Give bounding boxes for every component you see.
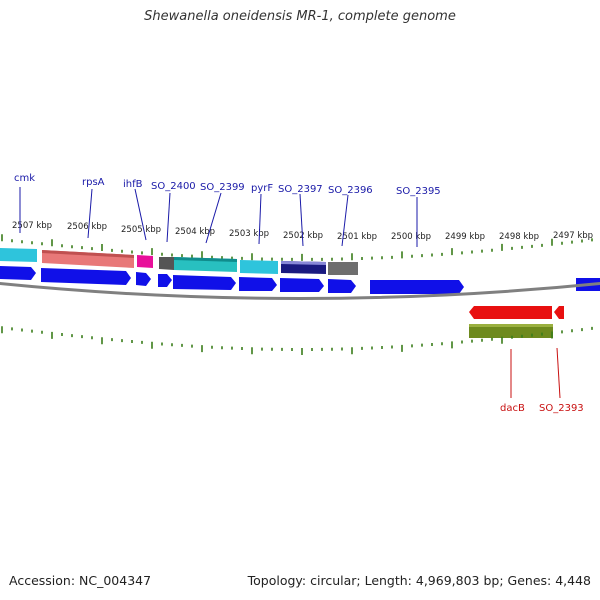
- gene-label-so2393: SO_2393: [539, 403, 584, 414]
- gene-label-so2399: SO_2399: [200, 182, 245, 193]
- forward-gene-arrow: [0, 266, 36, 280]
- reverse-gene-labels: dacB SO_2393: [500, 403, 584, 414]
- forward-gene-arrow: [41, 268, 131, 285]
- gene-label-rpsA: rpsA: [82, 177, 105, 188]
- scale-label: 2502 kbp: [283, 231, 323, 241]
- feature-track: [0, 248, 358, 275]
- forward-gene-arrow: [239, 277, 277, 291]
- label-leader: [87, 188, 93, 239]
- gene-label-cmk: cmk: [14, 173, 35, 184]
- label-leader: [258, 193, 262, 245]
- scale-label: 2504 kbp: [175, 227, 215, 237]
- feature-box: [174, 257, 237, 262]
- genome-backbone: [0, 281, 600, 300]
- gene-label-so2397: SO_2397: [278, 184, 323, 195]
- scale-label: 2497 kbp: [553, 231, 593, 241]
- forward-label-leaders: [19, 187, 418, 247]
- feature-box: [159, 257, 174, 270]
- reverse-gene-arrow: [469, 306, 552, 319]
- feature-box: [469, 324, 553, 327]
- gene-label-so2395: SO_2395: [396, 186, 441, 197]
- forward-gene-arrow: [328, 279, 356, 293]
- forward-gene-arrow: [136, 272, 151, 286]
- scale-label: 2507 kbp: [12, 221, 52, 231]
- forward-gene-arrow: [280, 278, 324, 292]
- feature-box: [281, 261, 326, 265]
- reverse-genes: [469, 306, 564, 338]
- forward-gene-arrow: [158, 274, 172, 287]
- upper-ticks: [1, 234, 593, 261]
- scale-label: 2503 kbp: [229, 229, 269, 239]
- feature-box: [137, 255, 153, 268]
- genome-summary-label: Topology: circular; Length: 4,969,803 bp…: [247, 573, 591, 588]
- forward-gene-arrow: [173, 275, 236, 290]
- label-leader: [341, 194, 349, 247]
- gene-label-so2396: SO_2396: [328, 185, 373, 196]
- gene-label-so2400: SO_2400: [151, 181, 196, 192]
- scale-label: 2505 kbp: [121, 225, 161, 235]
- forward-gene-labels: cmk rpsA ihfB SO_2400 SO_2399 pyrF SO_23…: [14, 173, 441, 197]
- feature-box: [240, 260, 278, 274]
- feature-box: [328, 262, 358, 275]
- label-leader: [166, 192, 171, 243]
- feature-box: [0, 248, 37, 262]
- label-leader: [134, 188, 147, 241]
- inner-tick-row: [1, 326, 593, 355]
- label-leader: [205, 192, 222, 244]
- forward-gene-arrow: [370, 280, 464, 294]
- scale-labels: 2507 kbp 2506 kbp 2505 kbp 2504 kbp 2503…: [12, 221, 593, 242]
- scale-label: 2506 kbp: [67, 222, 107, 232]
- outer-tick-row: [1, 234, 593, 261]
- scale-label: 2501 kbp: [337, 232, 377, 242]
- gene-label-pyrF: pyrF: [251, 183, 273, 194]
- reverse-gene-arrow: [554, 306, 564, 319]
- feature-box: [42, 250, 134, 258]
- lower-ticks: [1, 326, 593, 355]
- scale-label: 2498 kbp: [499, 232, 539, 242]
- reverse-label-leaders: [510, 347, 561, 399]
- scale-label: 2499 kbp: [445, 232, 485, 242]
- gene-label-dacB: dacB: [500, 403, 525, 414]
- gene-label-ihfB: ihfB: [123, 179, 143, 190]
- map-title: Shewanella oneidensis MR-1, complete gen…: [144, 9, 456, 24]
- label-leader: [556, 347, 561, 399]
- forward-genes: [0, 266, 600, 294]
- accession-label: Accession: NC_004347: [9, 573, 152, 588]
- label-leader: [299, 193, 304, 247]
- scale-label: 2500 kbp: [391, 232, 431, 242]
